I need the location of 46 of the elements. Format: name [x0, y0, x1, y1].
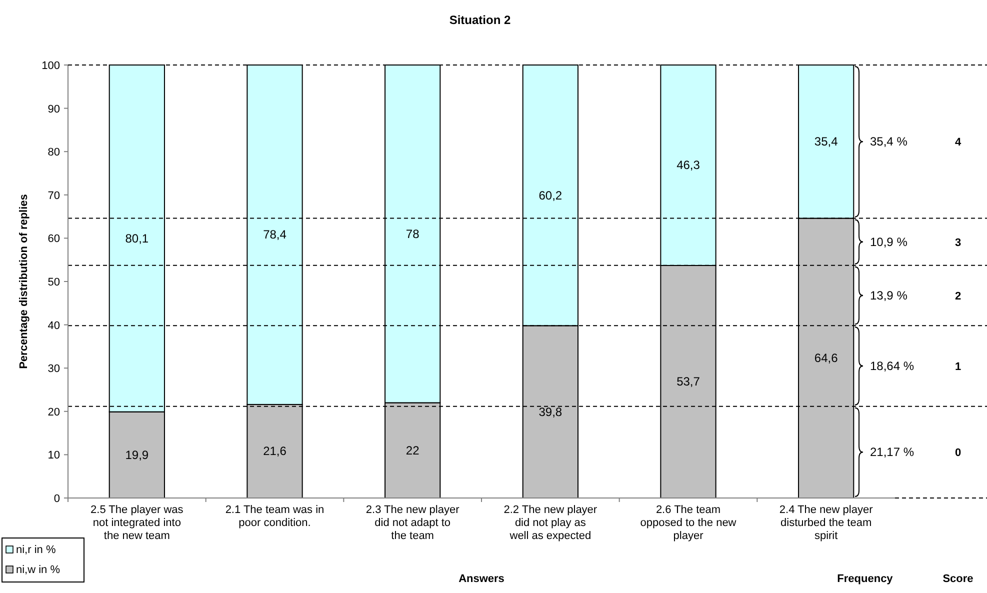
data-label: 46,3 — [676, 158, 700, 172]
text: Frequency — [837, 573, 894, 585]
legend-label: ni,r in % — [16, 544, 56, 556]
data-label: 64,6 — [814, 351, 838, 366]
y-tick-label: 90 — [48, 103, 60, 116]
chart-title: Situation 2 — [449, 13, 511, 27]
annotation: 10,9 % — [870, 234, 908, 249]
data-label: 53,7 — [676, 374, 700, 389]
annotation: 13,9 % — [870, 288, 908, 303]
annotation: 2 — [954, 290, 962, 303]
y-tick-label: 70 — [48, 190, 60, 202]
x-tick-label: 2.6 The team opposed to the new player — [640, 504, 736, 542]
annotation: 0 — [954, 447, 962, 460]
x-tick-label: 2.5 The player was not integrated into the new team — [90, 504, 184, 542]
data-label: 80,1 — [125, 231, 149, 246]
x-tick-label: 2.4 The new player disturbed the team spirit — [779, 504, 874, 542]
y-tick-label: 60 — [48, 233, 60, 246]
y-tick-label: 20 — [48, 406, 60, 418]
y-tick-label: 0 — [54, 493, 60, 505]
data-label: 21,6 — [263, 444, 287, 458]
text: Score — [942, 573, 974, 585]
x-axis-title: Answers — [458, 573, 504, 585]
y-tick-label: 100 — [42, 60, 60, 72]
data-label: 19,9 — [125, 448, 149, 462]
legend-label: ni,w in % — [16, 564, 60, 576]
y-tick-label: 30 — [48, 363, 60, 376]
y-tick-label: 50 — [48, 276, 60, 288]
x-tick-label: 2.3 The new player did not adapt to the team — [366, 504, 460, 542]
data-label: 35,4 — [814, 134, 838, 149]
data-label: 39,8 — [538, 404, 562, 419]
y-axis-title: Percentage distribution of replies — [18, 194, 30, 369]
data-label: 78 — [406, 226, 420, 241]
annotation: 35,4 % — [870, 134, 908, 149]
annotation: 21,17 % — [870, 445, 914, 460]
y-tick-label: 40 — [48, 320, 60, 332]
annotation: 1 — [954, 360, 962, 373]
y-tick-label: 80 — [48, 146, 60, 159]
x-tick-label: 2.1 The team was in poor condition. — [225, 504, 324, 529]
data-label: 60,2 — [538, 188, 562, 202]
annotation: 4 — [954, 136, 962, 149]
data-label: 78,4 — [263, 228, 287, 242]
annotation: 3 — [954, 236, 962, 249]
x-tick-label: 2.2 The new player did not play as well as expected — [504, 504, 598, 542]
annotation: 18,64 % — [870, 358, 914, 373]
data-label: 22 — [406, 443, 420, 458]
y-tick-label: 10 — [48, 450, 60, 462]
